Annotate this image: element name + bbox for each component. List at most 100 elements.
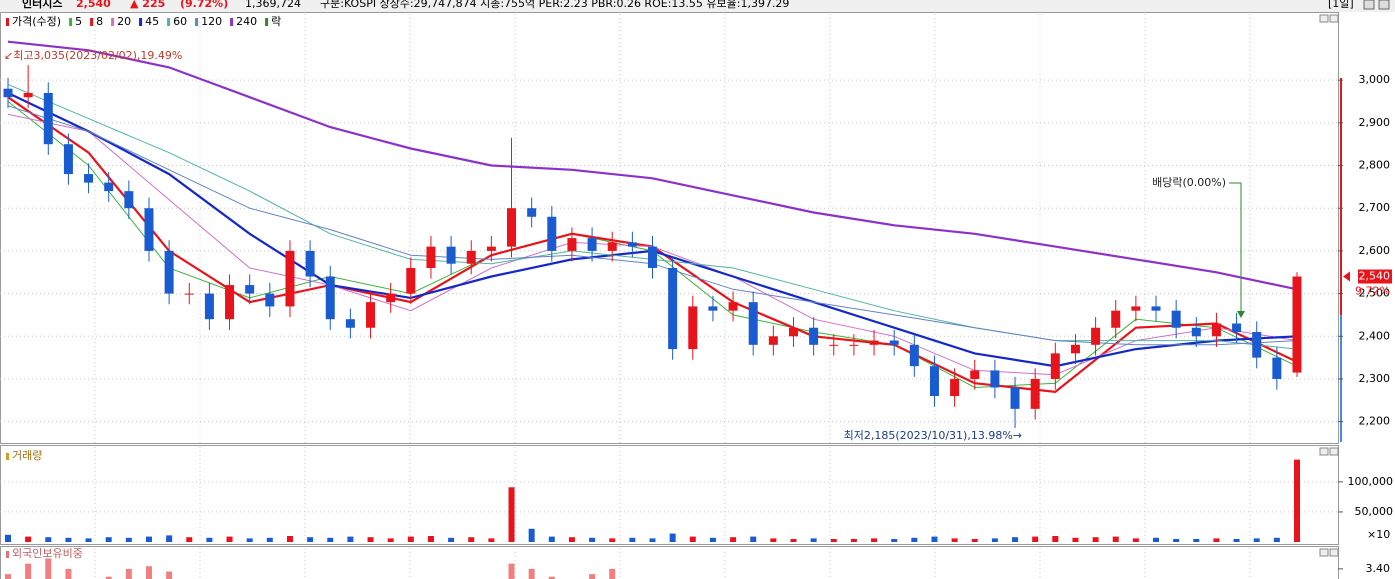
volume-bar (1273, 537, 1280, 542)
candle-body (265, 293, 275, 307)
period[interactable]: [1일] (1328, 0, 1354, 10)
price: 2,540 (76, 0, 111, 10)
volume-bar (1294, 459, 1300, 542)
volume-bar (1153, 537, 1160, 542)
candle-body (607, 242, 617, 251)
panel-button[interactable] (1329, 14, 1339, 23)
candle-body (124, 191, 134, 209)
ma-line (7, 92, 1298, 368)
volume-bar (830, 538, 837, 542)
legend-swatch (195, 18, 199, 26)
volume-bar (166, 535, 173, 542)
candle-body (587, 238, 597, 251)
volume-bar (327, 537, 334, 542)
candle-body (386, 293, 396, 303)
volume-bar (1032, 536, 1039, 542)
volume-bar (65, 537, 72, 542)
foreign-bar (609, 568, 616, 579)
legend-label: 60 (173, 15, 187, 28)
last-change-label: 9.72% (1355, 285, 1390, 298)
foreign-bar (45, 558, 52, 579)
candle-body (728, 302, 738, 311)
volume-bar (226, 536, 233, 542)
panel-icon (6, 551, 9, 558)
volume-title: 거래량 (12, 449, 42, 462)
candle-body (184, 293, 194, 295)
candle-body (1050, 353, 1060, 379)
volume-bar (307, 537, 314, 542)
legend-swatch (6, 18, 9, 26)
legend-label: 5 (75, 15, 82, 28)
candle-body (768, 336, 778, 345)
volume-bar (750, 536, 757, 542)
candle-body (627, 242, 637, 247)
high-annotation: ↙최고3,035(2023/02/02),19.49% (4, 49, 182, 62)
panel-button[interactable] (1319, 14, 1329, 23)
legend-label: 45 (145, 15, 159, 28)
volume-bar (145, 536, 152, 542)
foreign-bar (589, 574, 596, 579)
panel-button[interactable] (1319, 447, 1329, 456)
candle-body (1211, 323, 1221, 337)
last-price-label: 2,540 (1359, 270, 1391, 283)
volume-bar (468, 537, 475, 542)
legend-label: 240 (236, 15, 257, 28)
candle-body (23, 92, 33, 98)
panel-button[interactable] (1329, 447, 1339, 456)
candle-body (849, 344, 859, 346)
candle-body (345, 319, 355, 328)
foreign-bar (5, 574, 11, 579)
candle-body (406, 267, 416, 294)
volume-bar (1052, 535, 1059, 542)
candle-body (325, 276, 335, 320)
volume-bar (850, 538, 857, 542)
vertical-grid (94, 14, 1251, 579)
volume-bar (125, 537, 132, 542)
y-tick-label: 2,400 (1359, 329, 1391, 342)
volume-bar (649, 538, 656, 542)
volume-bar (669, 533, 676, 542)
volume-bar (1253, 538, 1260, 542)
foreign-bar (508, 563, 515, 579)
volume-bar (589, 537, 596, 542)
volume-bar (1072, 537, 1079, 542)
volume-bar (1132, 538, 1139, 542)
volume-bar (790, 538, 797, 542)
volume-bar (568, 537, 575, 542)
candle-body (809, 327, 819, 345)
volume-bar (407, 536, 414, 542)
window-button[interactable] (1378, 0, 1390, 10)
window-button[interactable] (1363, 0, 1375, 10)
stock-name: 인터지스 (22, 0, 62, 10)
candle-body (63, 144, 73, 175)
candle-body (1030, 378, 1040, 409)
foreign-bar (528, 568, 535, 579)
y-tick-label: 2,300 (1359, 372, 1391, 385)
candle-body (245, 285, 255, 294)
volume-bar (810, 538, 817, 542)
candle-body (1232, 323, 1242, 333)
volume-bar (528, 528, 535, 542)
volume-bar (286, 535, 293, 542)
volume-bar (891, 538, 898, 542)
panel-button[interactable] (1319, 548, 1329, 557)
candle-body (225, 285, 235, 320)
panel-button[interactable] (1329, 548, 1339, 557)
candle-body (1191, 327, 1201, 337)
y-tick-label: 3.40 (1366, 562, 1391, 575)
candle-body (446, 246, 456, 264)
foreign-bar (145, 566, 152, 579)
candle-body (688, 306, 698, 350)
volume-total: 1,369,724 (245, 0, 301, 10)
candle-body (829, 344, 839, 346)
volume-bar (508, 487, 515, 542)
volume-bar (971, 538, 978, 542)
foreign-bar (25, 563, 32, 579)
y-tick-label: 3,000 (1359, 73, 1391, 86)
volume-bar (5, 534, 11, 542)
volume-bar (1233, 538, 1240, 542)
y-tick-label: 2,700 (1359, 201, 1391, 214)
candle-body (970, 370, 980, 379)
y-tick-label: 2,500 (1359, 287, 1391, 300)
